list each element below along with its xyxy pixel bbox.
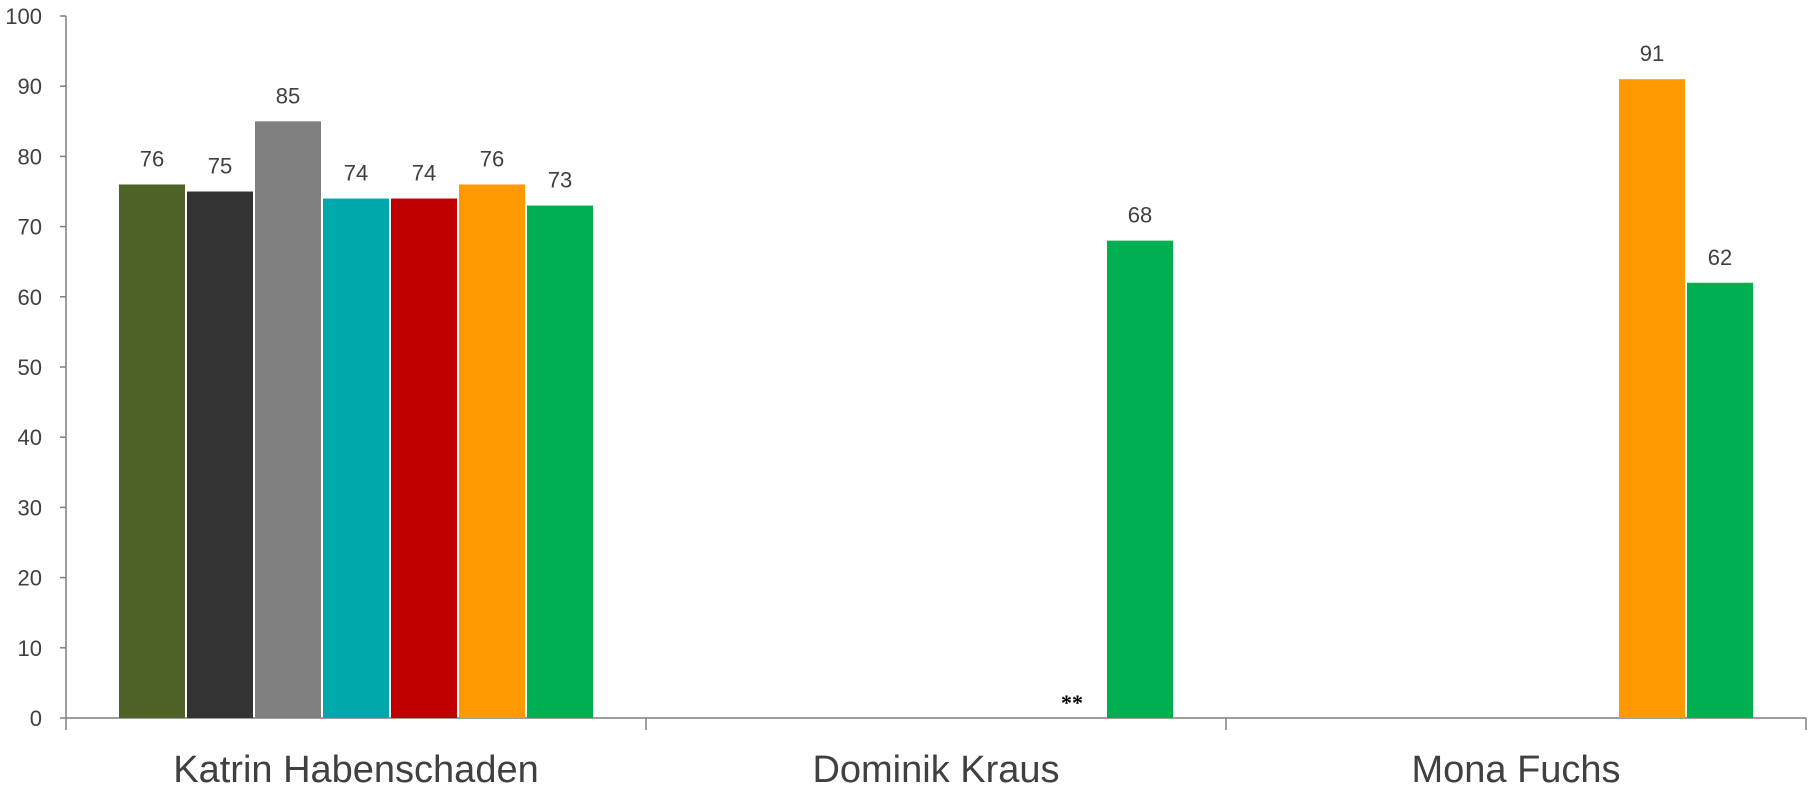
y-tick-label: 60 xyxy=(18,285,42,310)
bar-value-label: 74 xyxy=(344,161,368,186)
bar xyxy=(255,121,321,719)
y-tick-label: 40 xyxy=(18,425,42,450)
bar xyxy=(323,198,389,718)
bar xyxy=(1687,282,1753,718)
bar xyxy=(391,198,457,718)
category-label: Dominik Kraus xyxy=(812,749,1059,788)
bar-value-label: 76 xyxy=(140,146,164,171)
annotation-label: ** xyxy=(1061,690,1083,715)
y-tick-label: 70 xyxy=(18,215,42,240)
bars xyxy=(119,79,1753,719)
bar xyxy=(187,191,253,718)
y-tick-label: 30 xyxy=(18,495,42,520)
y-tick-label: 80 xyxy=(18,144,42,169)
bar-value-label: 76 xyxy=(480,146,504,171)
bar-value-label: 91 xyxy=(1640,41,1664,66)
y-tick-label: 50 xyxy=(18,355,42,380)
bar-value-label: 73 xyxy=(548,168,572,193)
bar xyxy=(119,184,185,719)
y-tick-label: 10 xyxy=(18,636,42,661)
y-tick-label: 0 xyxy=(30,706,42,731)
y-tick-label: 20 xyxy=(18,566,42,591)
bar-value-label: 68 xyxy=(1128,203,1152,228)
bar xyxy=(1619,79,1685,719)
y-tick-label: 100 xyxy=(5,4,42,29)
axes: 0 10 20 30 40 50 60 70 80 90 100 Katrin Habenschade… xyxy=(5,4,1807,788)
bar xyxy=(1107,240,1173,718)
bar-value-label: 85 xyxy=(276,83,300,108)
y-tick-label: 90 xyxy=(18,74,42,99)
data-labels: 76 75 85 74 74 76 73 68 91 62 ** xyxy=(140,41,1732,715)
bar xyxy=(459,184,525,719)
bar-value-label: 75 xyxy=(208,154,232,179)
bar-value-label: 74 xyxy=(412,161,436,186)
bar xyxy=(527,205,593,719)
category-label: Mona Fuchs xyxy=(1411,749,1620,788)
category-label: Katrin Habenschaden xyxy=(173,749,538,788)
bar-value-label: 62 xyxy=(1708,245,1732,270)
